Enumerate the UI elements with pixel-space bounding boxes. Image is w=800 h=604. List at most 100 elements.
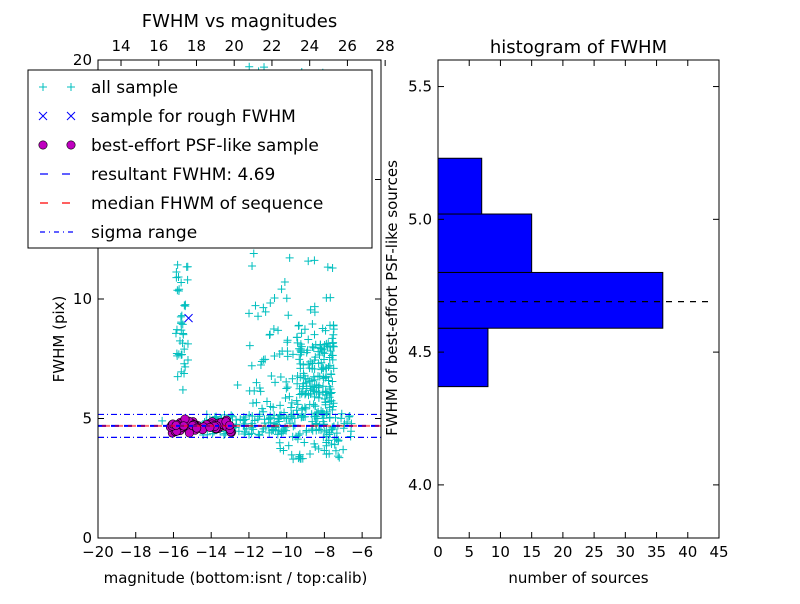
point-all-sample [310, 392, 319, 401]
point-all-sample [327, 351, 336, 360]
hist-x-tick-label: 20 [553, 543, 572, 561]
point-all-sample [177, 367, 186, 376]
point-psf-like [205, 422, 215, 432]
point-all-sample [180, 345, 189, 354]
point-all-sample [328, 334, 337, 343]
point-all-sample [158, 416, 167, 425]
x-tick-label: −18 [120, 543, 152, 561]
point-all-sample [306, 382, 315, 391]
point-all-sample [293, 435, 302, 444]
point-all-sample [337, 414, 346, 423]
point-all-sample [322, 391, 331, 400]
point-all-sample [287, 403, 296, 412]
y-tick-label: 10 [73, 290, 92, 308]
point-all-sample [182, 262, 191, 271]
point-all-sample [177, 311, 186, 320]
point-all-sample [172, 325, 181, 334]
point-all-sample [255, 383, 264, 392]
hist-x-tick-label: 35 [647, 543, 666, 561]
point-all-sample [245, 341, 254, 350]
point-all-sample [284, 441, 293, 450]
point-all-sample [252, 398, 261, 407]
y-tick-label: 0 [82, 529, 92, 547]
hist-x-tick-label: 15 [522, 543, 541, 561]
point-all-sample [261, 355, 270, 364]
point-all-sample [289, 455, 298, 464]
x-tick-label: −10 [271, 543, 303, 561]
point-all-sample [271, 425, 280, 434]
point-all-sample [253, 415, 262, 424]
point-all-sample [308, 342, 317, 351]
point-all-sample [251, 301, 260, 310]
point-all-sample [267, 372, 276, 381]
point-all-sample [248, 261, 257, 270]
point-all-sample [183, 275, 192, 284]
point-all-sample [311, 412, 320, 421]
point-all-sample [311, 340, 320, 349]
point-all-sample [314, 347, 323, 356]
point-all-sample [274, 415, 283, 424]
point-all-sample [339, 445, 348, 454]
point-all-sample [181, 362, 190, 371]
point-all-sample [174, 287, 183, 296]
point-all-sample [247, 361, 256, 370]
point-all-sample [248, 399, 257, 408]
point-all-sample [273, 430, 282, 439]
point-all-sample [321, 326, 330, 335]
point-all-sample [297, 411, 306, 420]
series-all-sample [158, 62, 356, 464]
legend-box [27, 69, 373, 249]
point-all-sample [219, 430, 228, 439]
point-all-sample [294, 454, 303, 463]
point-all-sample [301, 404, 310, 413]
point-all-sample [262, 397, 271, 406]
point-all-sample [314, 372, 322, 381]
point-all-sample [173, 286, 182, 295]
hist-x-tick-label: 45 [709, 543, 728, 561]
point-all-sample [245, 309, 254, 318]
left-scatter-plot: −20 −18 −16 −14 −12 −10 −8 −6 14 16 18 20 22 24 26 28 0 5… [27, 11, 395, 587]
point-all-sample [346, 432, 355, 441]
legend-entry: median FHWM of sequence [40, 194, 323, 214]
point-all-sample [328, 405, 337, 414]
point-all-sample [321, 398, 330, 407]
point-all-sample [275, 350, 284, 359]
point-all-sample [311, 442, 320, 451]
point-all-sample [297, 329, 306, 338]
point-all-sample [330, 440, 339, 449]
point-all-sample [295, 450, 304, 459]
point-all-sample [171, 329, 180, 338]
point-all-sample [272, 420, 281, 429]
point-all-sample [300, 438, 309, 447]
point-all-sample [314, 444, 323, 453]
point-all-sample [310, 302, 319, 311]
top-tick-label: 26 [338, 37, 357, 55]
point-all-sample [234, 427, 243, 436]
point-all-sample [256, 361, 265, 370]
point-all-sample [181, 302, 190, 311]
x-tick-label: −6 [351, 543, 373, 561]
point-all-sample [299, 360, 308, 369]
point-all-sample [335, 453, 344, 462]
right-x-axis-label: number of sources [508, 569, 648, 587]
histogram-bar [437, 213, 533, 273]
point-all-sample [337, 409, 346, 418]
histogram-bar [437, 157, 483, 215]
top-tick-label: 28 [376, 37, 395, 55]
x-tick-label: −16 [158, 543, 190, 561]
point-all-sample [328, 402, 337, 411]
point-all-sample [265, 330, 274, 339]
legend-label: median FHWM of sequence [91, 194, 323, 214]
point-all-sample [177, 319, 186, 328]
point-all-sample [325, 353, 334, 362]
point-all-sample [256, 387, 265, 396]
hist-x-tick-label: 0 [433, 543, 443, 561]
point-all-sample [305, 400, 314, 409]
point-all-sample [310, 330, 319, 339]
point-all-sample [254, 312, 263, 321]
point-all-sample [287, 450, 296, 459]
point-all-sample [258, 427, 267, 436]
point-all-sample [285, 392, 294, 401]
legend: all sample sample for rough FWHM best-effo… [27, 69, 373, 249]
point-all-sample [327, 369, 336, 378]
